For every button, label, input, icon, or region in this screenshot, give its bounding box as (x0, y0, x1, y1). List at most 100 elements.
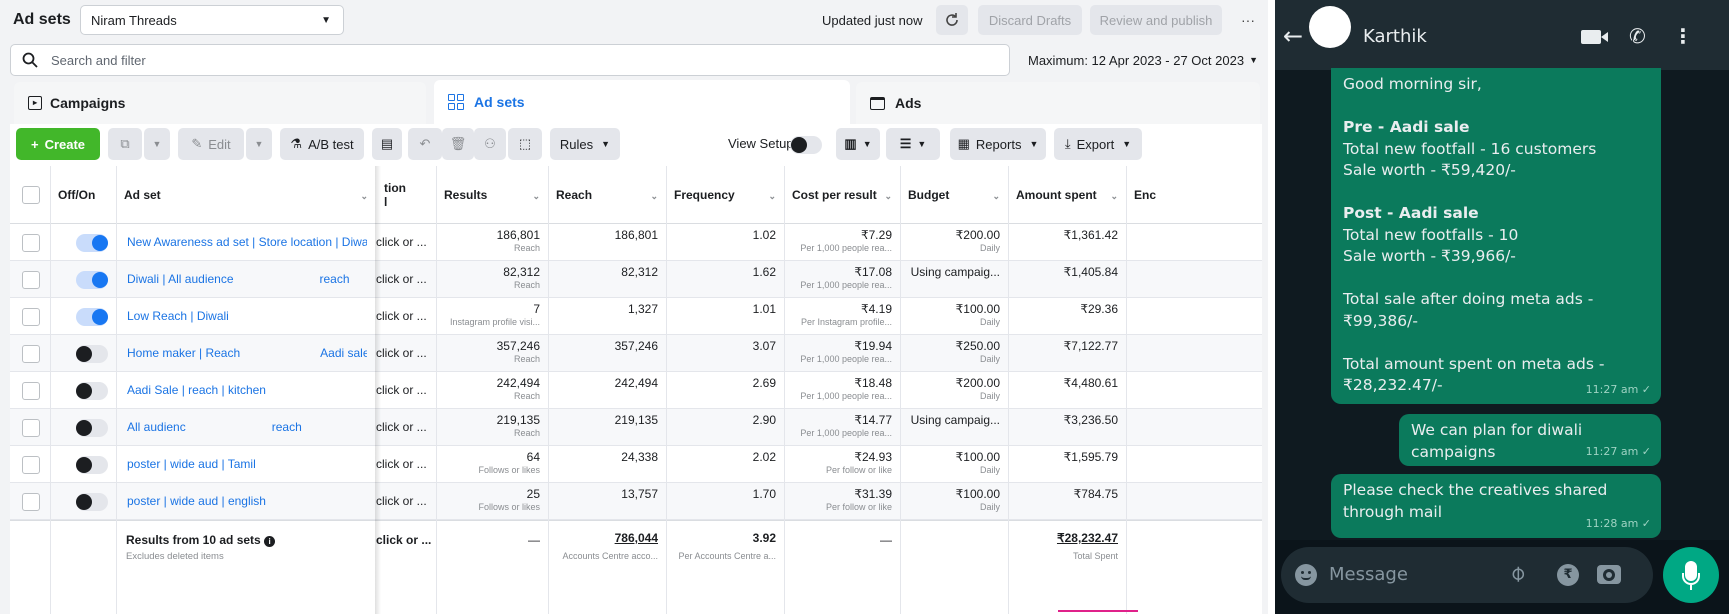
adset-name-tail[interactable]: Aadi sale (320, 346, 367, 360)
row-toggle[interactable] (76, 345, 108, 363)
table-row[interactable]: poster | wide aud | Tamil click or ... 64 F… (10, 446, 1262, 483)
row-checkbox[interactable] (22, 234, 40, 252)
row-checkbox[interactable] (22, 382, 40, 400)
tab-ads[interactable]: Ads (856, 82, 1260, 124)
message-input-box[interactable]: Message ⌀ ₹ (1281, 547, 1653, 603)
adset-name-tail[interactable]: reach (271, 420, 302, 434)
col-frequency[interactable]: Frequency ⌄ (674, 188, 776, 202)
adset-name[interactable]: Low Reach | Diwali (127, 309, 229, 323)
row-toggle[interactable] (76, 493, 108, 511)
duplicate-icon: ⧉ (120, 136, 130, 151)
adset-name[interactable]: Home maker | Reach (127, 346, 241, 360)
table-row[interactable]: Low Reach | Diwali click or ... 7 Instagram… (10, 298, 1262, 335)
select-all-checkbox[interactable] (22, 186, 40, 204)
avatar[interactable] (1309, 6, 1351, 48)
refresh-button[interactable] (936, 5, 968, 35)
col-reach[interactable]: Reach ⌄ (556, 188, 658, 202)
row-toggle[interactable] (76, 308, 108, 326)
video-call-icon[interactable] (1581, 30, 1608, 44)
col-offon[interactable]: Off/On (58, 188, 96, 202)
more-button[interactable]: ··· (1232, 5, 1264, 35)
create-button[interactable]: + Create (16, 128, 100, 160)
ab-test-button[interactable]: ⚗ A/B test (280, 128, 364, 160)
adset-name-tail[interactable]: reach (319, 272, 350, 286)
tab-campaigns[interactable]: ▸ Campaigns (14, 82, 426, 124)
table-row[interactable]: New Awareness ad set | Store location | … (10, 224, 1262, 261)
tag-button[interactable]: ⬚ (508, 128, 542, 160)
updated-status: Updated just now (822, 13, 923, 28)
col-adset[interactable]: Ad set ⌄ (124, 188, 368, 202)
export-button[interactable]: ⤓ Export ▼ (1054, 128, 1142, 160)
adset-name[interactable]: poster | wide aud | english (127, 494, 266, 508)
search-input[interactable]: Search and filter (51, 53, 146, 68)
emoji-icon[interactable] (1295, 564, 1317, 586)
columns-button[interactable]: ▥ ▼ (836, 128, 880, 160)
adset-name[interactable]: poster | wide aud | Tamil (127, 457, 256, 471)
adset-name[interactable]: New Awareness ad set | Store location | … (127, 235, 367, 249)
message-line: Total amount spent on meta ads - (1343, 354, 1605, 373)
row-checkbox[interactable] (22, 456, 40, 474)
discard-drafts-button[interactable]: Discard Drafts (978, 5, 1082, 35)
table-row[interactable]: Aadi Sale | reach | kitchen click or ... 2… (10, 372, 1262, 409)
view-setup-toggle[interactable] (790, 136, 822, 154)
message-input[interactable]: Message (1329, 564, 1408, 585)
col-cost-per-result[interactable]: Cost per result ⌄ (792, 188, 892, 202)
message-bubble[interactable]: We can plan for diwali campaigns 11:27 am… (1399, 414, 1661, 466)
mic-button[interactable] (1663, 547, 1719, 603)
account-selector[interactable]: Niram Threads ▼ (80, 5, 344, 35)
row-checkbox[interactable] (22, 419, 40, 437)
col-results[interactable]: Results ⌄ (444, 188, 540, 202)
audience-button[interactable]: ⚇ (474, 128, 506, 160)
preview-button[interactable]: ▤ (372, 128, 402, 160)
col-attribution[interactable]: tion l (384, 181, 406, 209)
cpr-sub: Per 1,000 people rea... (800, 391, 892, 401)
spent-value: ₹1,595.79 (1063, 450, 1118, 464)
cpr-sub: Per follow or like (825, 502, 892, 512)
payment-icon[interactable]: ₹ (1557, 564, 1579, 586)
row-checkbox[interactable] (22, 493, 40, 511)
phone-call-icon[interactable]: ✆ (1629, 24, 1646, 48)
duplicate-dropdown[interactable]: ▼ (144, 128, 170, 160)
row-toggle[interactable] (76, 382, 108, 400)
back-arrow-icon[interactable]: ← (1283, 22, 1304, 50)
col-amount-spent[interactable]: Amount spent ⌄ (1016, 188, 1118, 202)
rules-button[interactable]: Rules ▼ (550, 128, 620, 160)
attach-icon[interactable]: ⌀ (1504, 559, 1532, 588)
breakdown-button[interactable]: ☰ ▼ (886, 128, 940, 160)
edit-button[interactable]: ✎ Edit (178, 128, 244, 160)
row-toggle[interactable] (76, 456, 108, 474)
message-line: Total new footfalls - 10 (1343, 225, 1519, 244)
results-sub: Instagram profile visi... (449, 317, 540, 327)
table-row[interactable]: Diwali | All audience reach click or ... 82… (10, 261, 1262, 298)
tab-adsets[interactable]: Ad sets (434, 80, 850, 124)
cpr-sub: Per 1,000 people rea... (800, 280, 892, 290)
duplicate-button[interactable]: ⧉ (108, 128, 142, 160)
table-row[interactable]: All audienc reach click or ... 219,135 Reach… (10, 409, 1262, 446)
adset-name[interactable]: Aadi Sale | reach | kitchen (127, 383, 266, 397)
row-checkbox[interactable] (22, 271, 40, 289)
adset-name[interactable]: Diwali | All audience (127, 272, 234, 286)
undo-button[interactable]: ↶ (408, 128, 442, 160)
row-checkbox[interactable] (22, 308, 40, 326)
whatsapp-panel: ← Karthik ✆ ⋮ Good morning sir, Pre - Aad… (1275, 0, 1729, 614)
message-bubble[interactable]: Please check the creatives shared through… (1331, 474, 1661, 538)
date-range-picker[interactable]: Maximum: 12 Apr 2023 - 27 Oct 2023 ▼ (1018, 44, 1264, 76)
col-ends[interactable]: Enc (1134, 188, 1157, 202)
row-toggle[interactable] (76, 271, 108, 289)
edit-dropdown[interactable]: ▼ (246, 128, 272, 160)
row-toggle[interactable] (76, 419, 108, 437)
row-checkbox[interactable] (22, 345, 40, 363)
table-row[interactable]: poster | wide aud | english click or ... 2… (10, 483, 1262, 520)
contact-name[interactable]: Karthik (1363, 26, 1427, 47)
camera-icon[interactable] (1597, 565, 1621, 584)
search-bar[interactable]: Search and filter (10, 44, 1010, 76)
reports-button[interactable]: ▦ Reports ▼ (950, 128, 1046, 160)
table-row[interactable]: Home maker | Reach Aadi sale click or ... 3… (10, 335, 1262, 372)
row-toggle[interactable] (76, 234, 108, 252)
adset-name[interactable]: All audienc (127, 420, 186, 434)
col-budget[interactable]: Budget ⌄ (908, 188, 1000, 202)
menu-dots-icon[interactable]: ⋮ (1673, 24, 1693, 48)
review-publish-button[interactable]: Review and publish (1090, 5, 1222, 35)
message-bubble[interactable]: Good morning sir, Pre - Aadi sale Total ne… (1331, 68, 1661, 404)
delete-button[interactable]: 🗑 (442, 128, 474, 160)
